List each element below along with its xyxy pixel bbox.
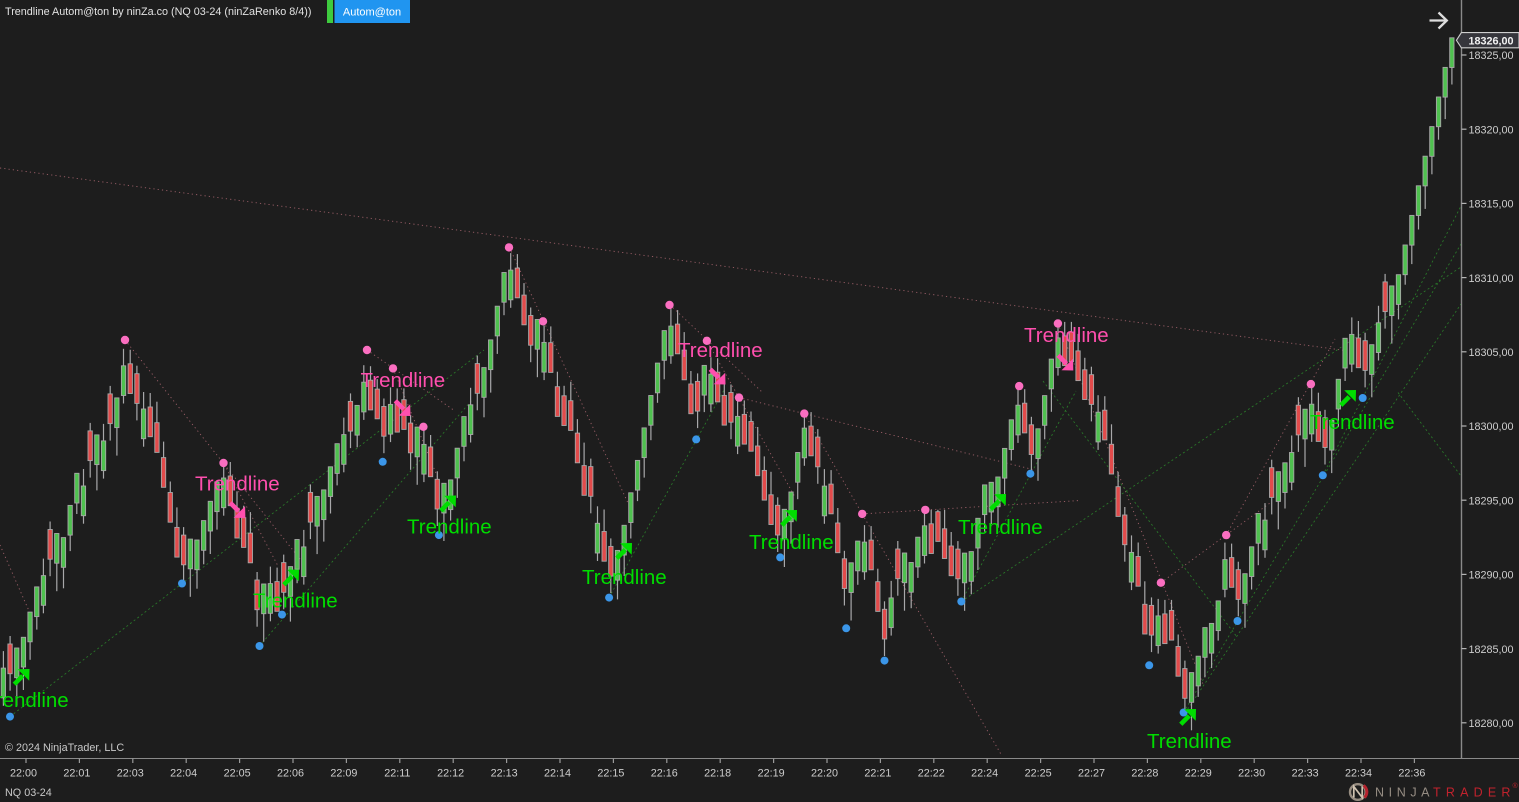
svg-text:Trendline: Trendline	[1310, 411, 1395, 434]
svg-text:22:18: 22:18	[704, 768, 731, 780]
svg-text:22:20: 22:20	[811, 768, 838, 780]
svg-text:22:16: 22:16	[651, 768, 678, 780]
svg-text:22:00: 22:00	[10, 768, 37, 780]
svg-text:Trendline: Trendline	[195, 473, 280, 496]
svg-text:18300,00: 18300,00	[1469, 421, 1514, 433]
svg-text:18310,00: 18310,00	[1469, 273, 1514, 285]
svg-text:18325,00: 18325,00	[1469, 50, 1514, 62]
svg-text:NQ 03-24: NQ 03-24	[5, 787, 52, 799]
svg-text:Trendline: Trendline	[1024, 324, 1109, 347]
svg-text:Trendline: Trendline	[253, 590, 338, 613]
svg-text:18315,00: 18315,00	[1469, 199, 1514, 211]
svg-text:22:25: 22:25	[1025, 768, 1052, 780]
svg-text:22:34: 22:34	[1345, 768, 1372, 780]
svg-text:22:21: 22:21	[864, 768, 891, 780]
svg-text:NINJA: NINJA	[1375, 786, 1434, 800]
svg-text:Autom@ton: Autom@ton	[343, 6, 401, 18]
svg-text:22:30: 22:30	[1238, 768, 1265, 780]
svg-text:22:09: 22:09	[330, 768, 357, 780]
svg-text:18290,00: 18290,00	[1469, 570, 1514, 582]
svg-text:Trendline: Trendline	[1147, 730, 1232, 753]
svg-text:Trendline Autom@ton by ninZa.c: Trendline Autom@ton by ninZa.co (NQ 03-2…	[5, 6, 311, 18]
svg-text:18305,00: 18305,00	[1469, 347, 1514, 359]
svg-text:Trendline: Trendline	[678, 339, 763, 362]
svg-text:Trendline: Trendline	[407, 516, 492, 539]
svg-text:TRADER: TRADER	[1433, 786, 1516, 800]
svg-text:22:33: 22:33	[1292, 768, 1319, 780]
svg-text:Trendline: Trendline	[749, 531, 834, 554]
svg-text:22:15: 22:15	[597, 768, 624, 780]
svg-text:22:29: 22:29	[1185, 768, 1212, 780]
svg-text:Trendline: Trendline	[582, 566, 667, 589]
svg-text:18320,00: 18320,00	[1469, 124, 1514, 136]
svg-text:© 2024 NinjaTrader, LLC: © 2024 NinjaTrader, LLC	[5, 742, 124, 754]
svg-text:22:01: 22:01	[63, 768, 90, 780]
svg-text:18326,00: 18326,00	[1469, 36, 1514, 48]
svg-text:22:24: 22:24	[971, 768, 998, 780]
svg-text:18295,00: 18295,00	[1469, 495, 1514, 507]
svg-text:22:14: 22:14	[544, 768, 571, 780]
svg-text:Trendline: Trendline	[361, 369, 446, 392]
svg-text:22:05: 22:05	[224, 768, 251, 780]
svg-text:18280,00: 18280,00	[1469, 718, 1514, 730]
svg-text:22:12: 22:12	[437, 768, 464, 780]
svg-text:Trendline: Trendline	[0, 689, 69, 712]
svg-text:18285,00: 18285,00	[1469, 644, 1514, 656]
svg-text:22:03: 22:03	[117, 768, 144, 780]
svg-text:22:04: 22:04	[170, 768, 197, 780]
svg-text:22:11: 22:11	[384, 768, 410, 780]
svg-text:22:27: 22:27	[1078, 768, 1105, 780]
svg-text:22:19: 22:19	[758, 768, 785, 780]
svg-text:22:13: 22:13	[491, 768, 518, 780]
svg-text:22:28: 22:28	[1131, 768, 1158, 780]
svg-text:Trendline: Trendline	[958, 516, 1043, 539]
svg-text:22:22: 22:22	[918, 768, 945, 780]
svg-text:®: ®	[1513, 782, 1519, 790]
svg-text:22:06: 22:06	[277, 768, 304, 780]
svg-text:22:36: 22:36	[1398, 768, 1425, 780]
